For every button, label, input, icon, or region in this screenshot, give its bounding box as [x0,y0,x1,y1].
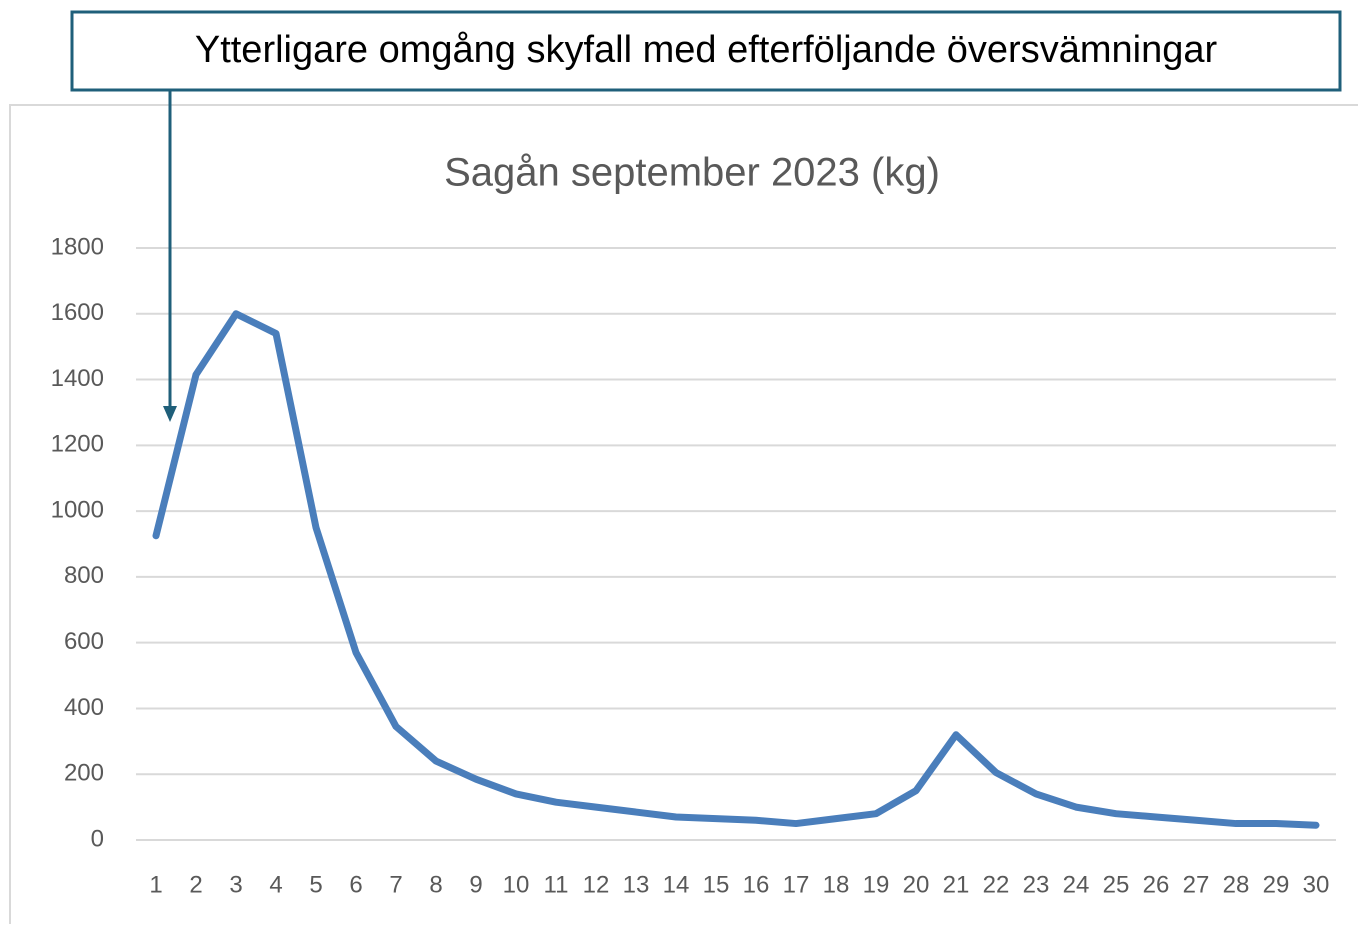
y-tick-label: 1400 [51,365,104,392]
data-line [152,310,1320,829]
x-tick-label: 7 [389,871,402,898]
x-tick-label: 16 [743,871,770,898]
x-tick-label: 17 [783,871,810,898]
x-tick-label: 13 [623,871,650,898]
y-tick-label: 400 [64,694,104,721]
x-tick-label: 5 [309,871,322,898]
x-tick-label: 15 [703,871,730,898]
x-tick-label: 25 [1103,871,1130,898]
x-tick-label: 6 [349,871,362,898]
arrow-head [163,406,177,422]
x-tick-label: 19 [863,871,890,898]
x-tick-label: 21 [943,871,970,898]
x-tick-label: 2 [189,871,202,898]
x-tick-label: 28 [1223,871,1250,898]
annotation-box [70,10,1342,92]
x-tick-label: 4 [269,871,282,898]
x-tick-label: 20 [903,871,930,898]
x-tick-label: 29 [1263,871,1290,898]
x-tick-label: 26 [1143,871,1170,898]
x-tick-label: 23 [1023,871,1050,898]
x-tick-label: 3 [229,871,242,898]
x-tick-label: 14 [663,871,690,898]
x-tick-label: 8 [429,871,442,898]
x-tick-label: 9 [469,871,482,898]
x-tick-label: 10 [503,871,530,898]
x-tick-label: 11 [544,871,569,898]
y-tick-label: 800 [64,562,104,589]
x-tick-label: 22 [983,871,1010,898]
y-tick-label: 1000 [51,496,104,523]
x-tick-label: 27 [1183,871,1210,898]
x-tick-label: 1 [149,871,162,898]
y-tick-label: 200 [64,760,104,787]
y-tick-label: 1800 [51,233,104,260]
y-tick-label: 1200 [51,431,104,458]
x-tick-label: 18 [823,871,850,898]
x-tick-label: 24 [1063,871,1090,898]
chart-title: Sagån september 2023 (kg) [444,151,940,195]
x-tick-label: 12 [583,871,610,898]
y-tick-label: 1600 [51,299,104,326]
y-tick-label: 0 [91,825,104,852]
x-tick-label: 30 [1303,871,1330,898]
chart-frame [9,104,1358,929]
annotation-text: Ytterligare omgång skyfall med efterfölj… [195,29,1218,71]
y-tick-label: 600 [64,628,104,655]
